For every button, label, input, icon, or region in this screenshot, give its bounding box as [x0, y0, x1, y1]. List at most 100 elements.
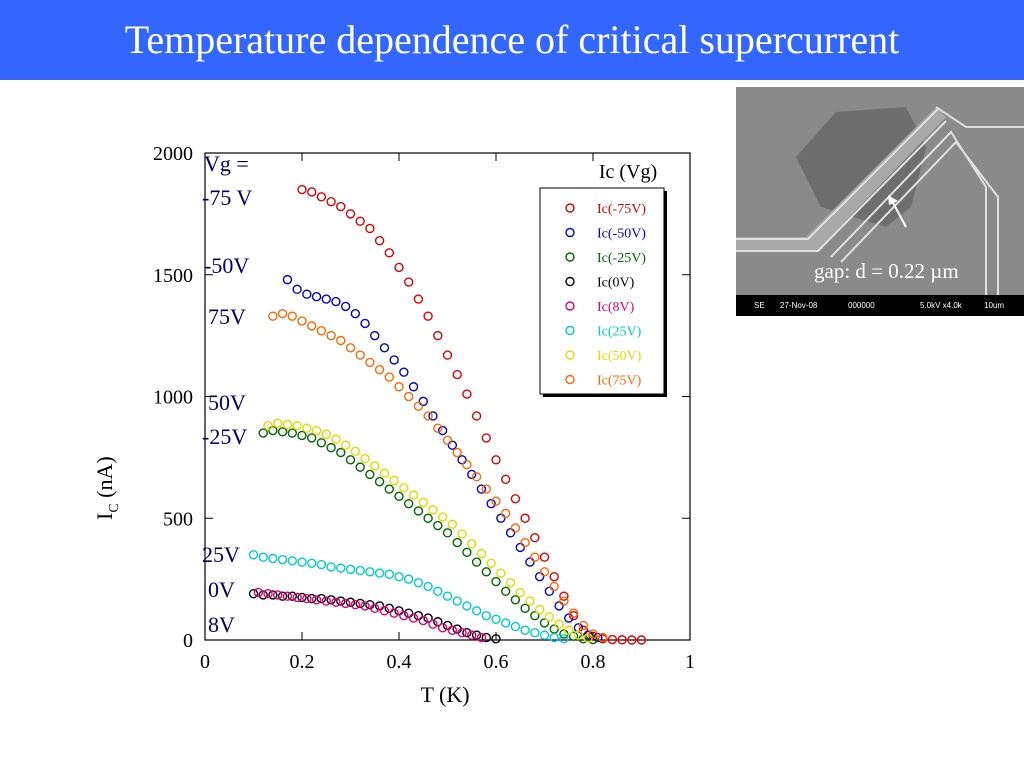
annotation-vg-header: Vg = [204, 151, 249, 176]
data-point [316, 326, 327, 336]
data-point [302, 593, 312, 604]
data-point [340, 301, 351, 312]
data-point [331, 296, 341, 307]
data-point [564, 625, 574, 635]
data-point [292, 284, 302, 295]
data-point [273, 418, 283, 428]
data-point [253, 587, 264, 598]
data-point [394, 262, 404, 273]
data-point [316, 559, 327, 570]
data-point [467, 630, 477, 640]
legend-label: Ic(25V) [597, 325, 642, 340]
y-axis-label: IC (nA) [92, 456, 122, 520]
data-point [539, 567, 550, 577]
data-point [442, 620, 453, 631]
x-tick-label: 0 [200, 651, 210, 673]
data-point [340, 598, 351, 609]
data-point [627, 635, 637, 645]
data-point [389, 608, 399, 618]
data-point [462, 389, 472, 399]
data-point [452, 369, 462, 380]
data-point [379, 468, 390, 478]
legend-marker [565, 252, 575, 262]
data-point [467, 469, 477, 480]
legend-marker [565, 276, 575, 287]
data-point [501, 618, 511, 628]
data-point [404, 498, 414, 509]
data-point [345, 564, 356, 575]
data-point [496, 513, 506, 523]
data-point [399, 367, 409, 377]
annotation-p50: 50V [208, 390, 246, 415]
arrow-icon [890, 198, 907, 228]
data-point [457, 627, 467, 638]
data-point [379, 343, 390, 353]
data-point [331, 597, 341, 607]
data-point [491, 634, 501, 644]
annotation-m50: -50V [204, 253, 250, 278]
series-7 [268, 309, 608, 643]
annotation-p75: 75V [208, 304, 246, 329]
data-point [277, 309, 288, 319]
data-point [302, 289, 312, 299]
data-point [413, 610, 424, 621]
data-point [568, 608, 579, 618]
data-point [554, 601, 564, 611]
data-point [481, 484, 491, 494]
data-point [399, 610, 409, 621]
data-point [418, 497, 428, 508]
data-point [326, 330, 336, 341]
data-point [326, 442, 336, 453]
data-point [355, 462, 365, 472]
sem-caption: gap: d = 0.22 µm [814, 259, 959, 283]
legend-label: Ic(0V) [597, 276, 635, 291]
data-point [408, 613, 419, 623]
data-point [423, 581, 433, 592]
data-point [510, 523, 521, 533]
data-point [549, 571, 559, 582]
data-point [520, 513, 530, 523]
data-point [336, 201, 346, 212]
data-point [510, 494, 521, 504]
data-point [384, 248, 394, 258]
sem-micrograph: gap: d = 0.22 µm SE 27-Nov-08 000000 5.0… [736, 87, 1024, 316]
data-point [370, 461, 380, 471]
data-point [539, 552, 550, 562]
data-point [331, 434, 341, 444]
data-point [350, 446, 361, 456]
data-point [423, 513, 433, 523]
data-point [336, 563, 346, 573]
data-point [413, 294, 424, 304]
y-tick-label: 1500 [153, 265, 193, 287]
data-point [471, 630, 482, 640]
data-point [496, 568, 506, 578]
data-point [559, 591, 569, 601]
data-point [345, 343, 356, 353]
legend-label: Ic(75V) [597, 374, 642, 389]
data-point [336, 447, 346, 458]
legend-marker [565, 301, 575, 311]
data-point [452, 596, 462, 606]
axis-ticks: 0 0.2 0.4 0.6 0.8 1 0 500 1000 1500 2000 [153, 143, 695, 673]
data-point [268, 590, 278, 600]
data-point [287, 311, 298, 321]
data-point [365, 567, 375, 577]
data-point [433, 586, 443, 596]
data-point [491, 455, 501, 465]
slide-title: Temperature dependence of critical super… [124, 17, 900, 62]
x-tick-label: 0.4 [387, 651, 412, 673]
data-point [423, 411, 433, 421]
data-point [345, 209, 356, 219]
series-layer [248, 184, 647, 645]
data-point [248, 589, 259, 599]
series-4 [253, 587, 487, 643]
data-point [277, 554, 288, 565]
data-point [501, 586, 511, 596]
data-point [404, 391, 414, 402]
data-point [297, 592, 307, 603]
data-point [520, 625, 530, 635]
data-point [442, 591, 453, 601]
data-point [486, 558, 496, 568]
legend-box [539, 187, 665, 395]
data-point [437, 425, 448, 436]
